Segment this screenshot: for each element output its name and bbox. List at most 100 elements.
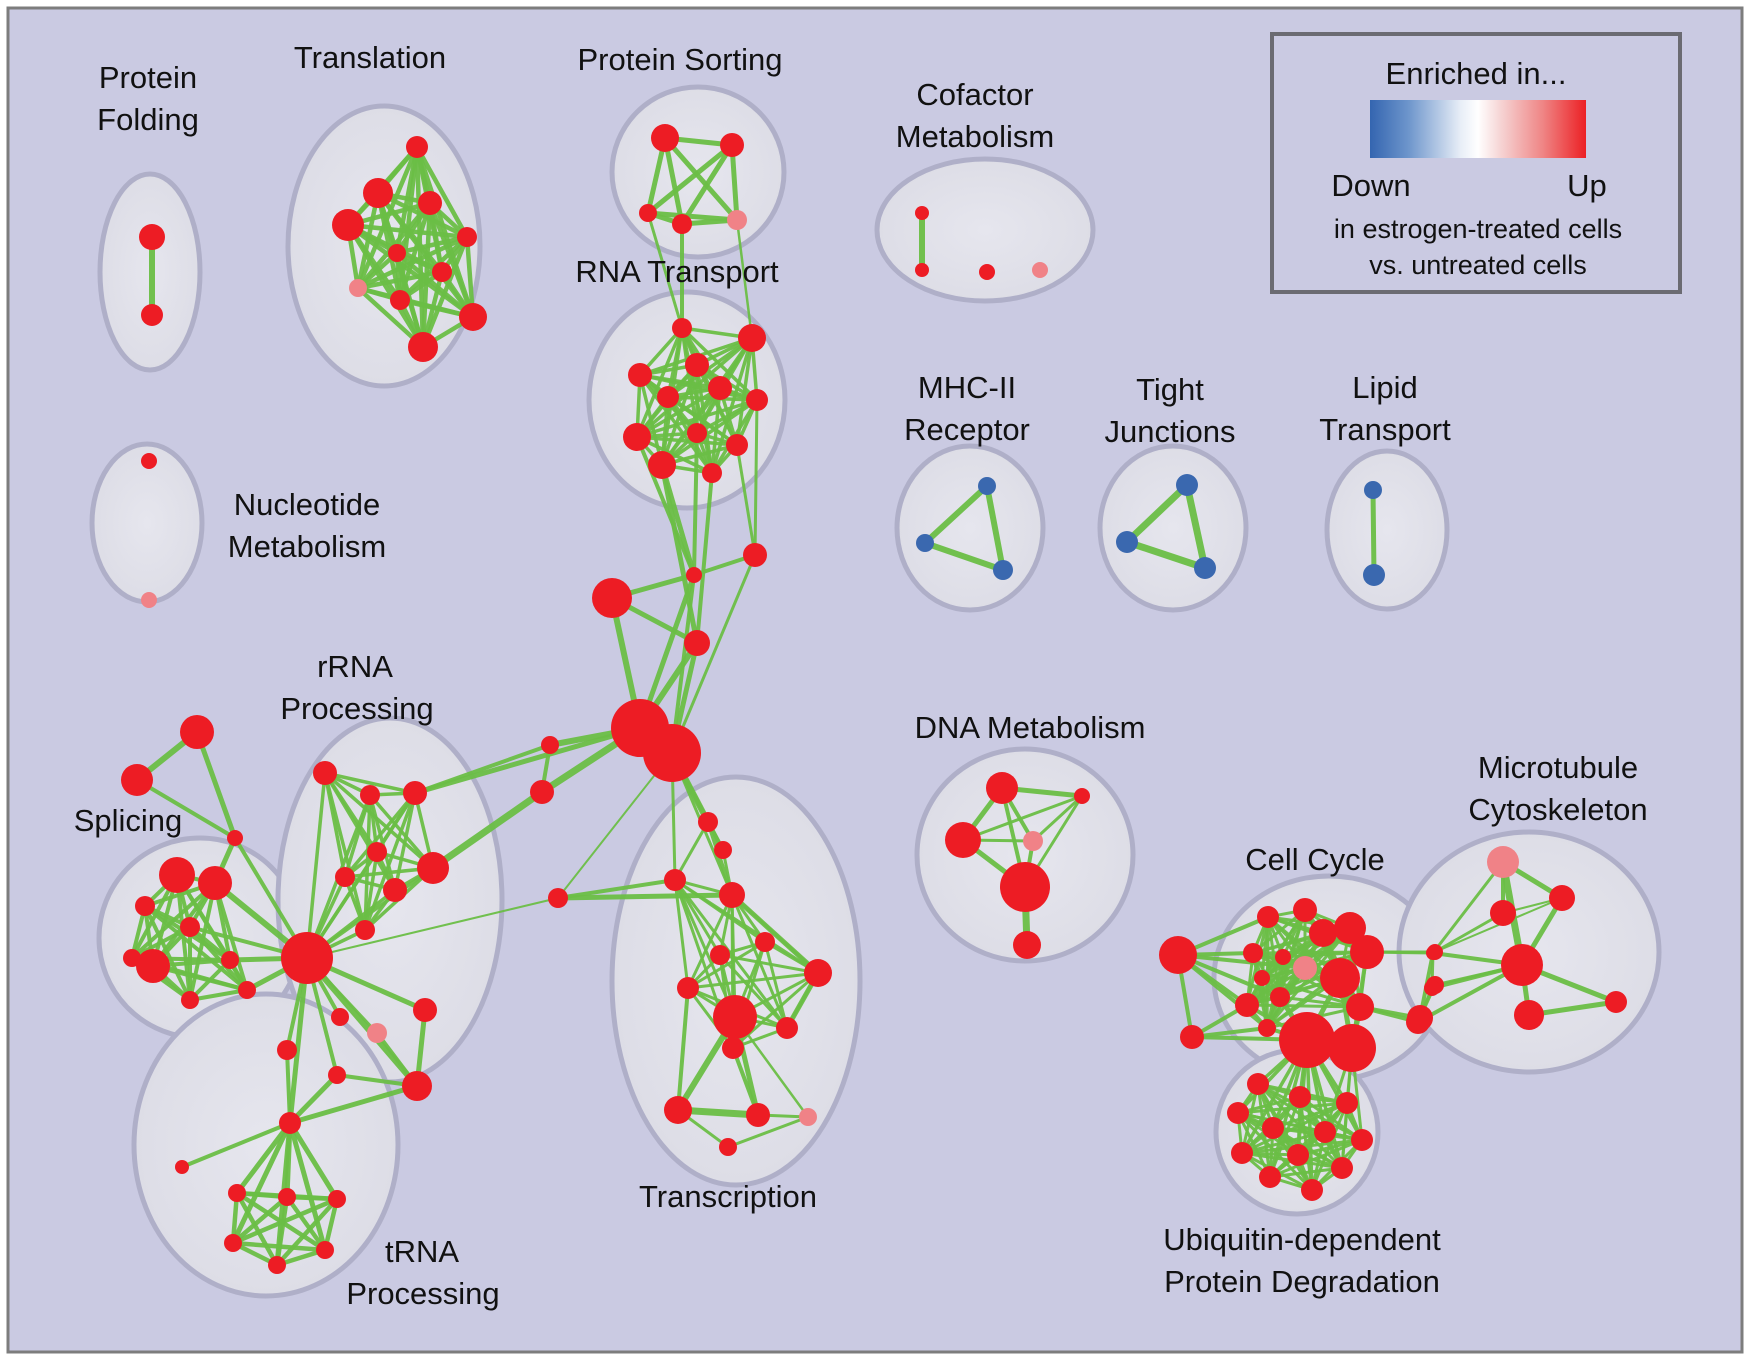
gene-set-node-46[interactable] xyxy=(592,578,632,618)
gene-set-node-133[interactable] xyxy=(1501,944,1543,986)
gene-set-node-75[interactable] xyxy=(328,1066,346,1084)
gene-set-node-114[interactable] xyxy=(1334,912,1366,944)
gene-set-node-11[interactable] xyxy=(459,303,487,331)
gene-set-node-25[interactable] xyxy=(623,423,651,451)
gene-set-node-21[interactable] xyxy=(628,363,652,387)
gene-set-node-71[interactable] xyxy=(331,1008,349,1026)
gene-set-node-3[interactable] xyxy=(363,178,393,208)
gene-set-node-130[interactable] xyxy=(1487,846,1519,878)
gene-set-node-70[interactable] xyxy=(355,920,375,940)
gene-set-node-106[interactable] xyxy=(1023,831,1043,851)
gene-set-node-103[interactable] xyxy=(986,772,1018,804)
gene-set-node-132[interactable] xyxy=(1490,900,1516,926)
gene-set-node-31[interactable] xyxy=(915,263,929,277)
gene-set-node-91[interactable] xyxy=(719,882,745,908)
gene-set-node-88[interactable] xyxy=(698,812,718,832)
gene-set-node-80[interactable] xyxy=(278,1188,296,1206)
gene-set-node-74[interactable] xyxy=(277,1040,297,1060)
gene-set-node-92[interactable] xyxy=(710,945,730,965)
gene-set-node-54[interactable] xyxy=(198,866,232,900)
gene-set-node-111[interactable] xyxy=(1257,906,1279,928)
gene-set-node-89[interactable] xyxy=(714,841,732,859)
gene-set-node-44[interactable] xyxy=(686,567,702,583)
gene-set-node-143[interactable] xyxy=(1262,1117,1284,1139)
gene-set-node-28[interactable] xyxy=(648,451,676,479)
gene-set-node-59[interactable] xyxy=(221,951,239,969)
gene-set-node-146[interactable] xyxy=(1231,1142,1253,1164)
gene-set-node-52[interactable] xyxy=(227,830,243,846)
gene-set-node-67[interactable] xyxy=(335,867,355,887)
gene-set-node-39[interactable] xyxy=(1176,474,1198,496)
gene-set-node-96[interactable] xyxy=(713,995,757,1039)
gene-set-node-41[interactable] xyxy=(1194,557,1216,579)
gene-set-node-73[interactable] xyxy=(367,1023,387,1043)
gene-set-node-13[interactable] xyxy=(651,124,679,152)
gene-set-node-131[interactable] xyxy=(1549,885,1575,911)
gene-set-node-79[interactable] xyxy=(228,1184,246,1202)
gene-set-node-137[interactable] xyxy=(1424,980,1440,996)
gene-set-node-116[interactable] xyxy=(1243,943,1263,963)
gene-set-node-119[interactable] xyxy=(1320,958,1360,998)
gene-set-node-4[interactable] xyxy=(418,191,442,215)
gene-set-node-128[interactable] xyxy=(1279,1012,1335,1068)
gene-set-node-85[interactable] xyxy=(541,736,559,754)
gene-set-node-76[interactable] xyxy=(402,1071,432,1101)
gene-set-node-51[interactable] xyxy=(121,764,153,796)
gene-set-node-34[interactable] xyxy=(141,453,157,469)
gene-set-node-107[interactable] xyxy=(1000,862,1050,912)
gene-set-node-32[interactable] xyxy=(979,264,995,280)
gene-set-node-65[interactable] xyxy=(367,842,387,862)
gene-set-node-19[interactable] xyxy=(738,324,766,352)
gene-set-node-90[interactable] xyxy=(664,869,686,891)
gene-set-node-66[interactable] xyxy=(417,852,449,884)
gene-set-node-105[interactable] xyxy=(945,822,981,858)
gene-set-node-99[interactable] xyxy=(664,1096,692,1124)
gene-set-node-33[interactable] xyxy=(1032,262,1048,278)
gene-set-node-144[interactable] xyxy=(1314,1121,1336,1143)
gene-set-node-1[interactable] xyxy=(141,304,163,326)
gene-set-node-69[interactable] xyxy=(281,932,333,984)
gene-set-node-38[interactable] xyxy=(993,560,1013,580)
gene-set-node-6[interactable] xyxy=(457,227,477,247)
gene-set-node-102[interactable] xyxy=(719,1138,737,1156)
gene-set-node-22[interactable] xyxy=(708,376,732,400)
gene-set-node-14[interactable] xyxy=(720,133,744,157)
gene-set-node-7[interactable] xyxy=(388,244,406,262)
gene-set-node-35[interactable] xyxy=(141,592,157,608)
gene-set-node-98[interactable] xyxy=(722,1037,744,1059)
gene-set-node-124[interactable] xyxy=(1346,993,1374,1021)
gene-set-node-115[interactable] xyxy=(1350,935,1384,969)
gene-set-node-108[interactable] xyxy=(1013,931,1041,959)
gene-set-node-77[interactable] xyxy=(279,1112,301,1134)
gene-set-node-121[interactable] xyxy=(1270,987,1290,1007)
gene-set-node-64[interactable] xyxy=(403,781,427,805)
gene-set-node-93[interactable] xyxy=(755,932,775,952)
gene-set-node-145[interactable] xyxy=(1351,1129,1373,1151)
gene-set-node-12[interactable] xyxy=(408,332,438,362)
gene-set-node-134[interactable] xyxy=(1605,991,1627,1013)
gene-set-node-148[interactable] xyxy=(1331,1157,1353,1179)
gene-set-node-100[interactable] xyxy=(746,1103,770,1127)
gene-set-node-84[interactable] xyxy=(316,1241,334,1259)
gene-set-node-16[interactable] xyxy=(672,214,692,234)
gene-set-node-49[interactable] xyxy=(643,724,701,782)
gene-set-node-122[interactable] xyxy=(1235,993,1259,1017)
gene-set-node-24[interactable] xyxy=(657,386,679,408)
gene-set-node-47[interactable] xyxy=(684,630,710,656)
gene-set-node-55[interactable] xyxy=(135,896,155,916)
gene-set-node-104[interactable] xyxy=(1074,788,1090,804)
gene-set-node-53[interactable] xyxy=(159,857,195,893)
gene-set-node-61[interactable] xyxy=(181,991,199,1009)
gene-set-node-72[interactable] xyxy=(413,998,437,1022)
gene-set-node-56[interactable] xyxy=(180,917,200,937)
gene-set-node-139[interactable] xyxy=(1247,1073,1269,1095)
gene-set-node-62[interactable] xyxy=(313,761,337,785)
gene-set-node-58[interactable] xyxy=(136,949,170,983)
gene-set-node-150[interactable] xyxy=(1301,1179,1323,1201)
gene-set-node-97[interactable] xyxy=(776,1017,798,1039)
gene-set-node-18[interactable] xyxy=(672,318,692,338)
gene-set-node-141[interactable] xyxy=(1336,1092,1358,1114)
gene-set-node-29[interactable] xyxy=(702,463,722,483)
gene-set-node-9[interactable] xyxy=(349,279,367,297)
gene-set-node-23[interactable] xyxy=(746,389,768,411)
